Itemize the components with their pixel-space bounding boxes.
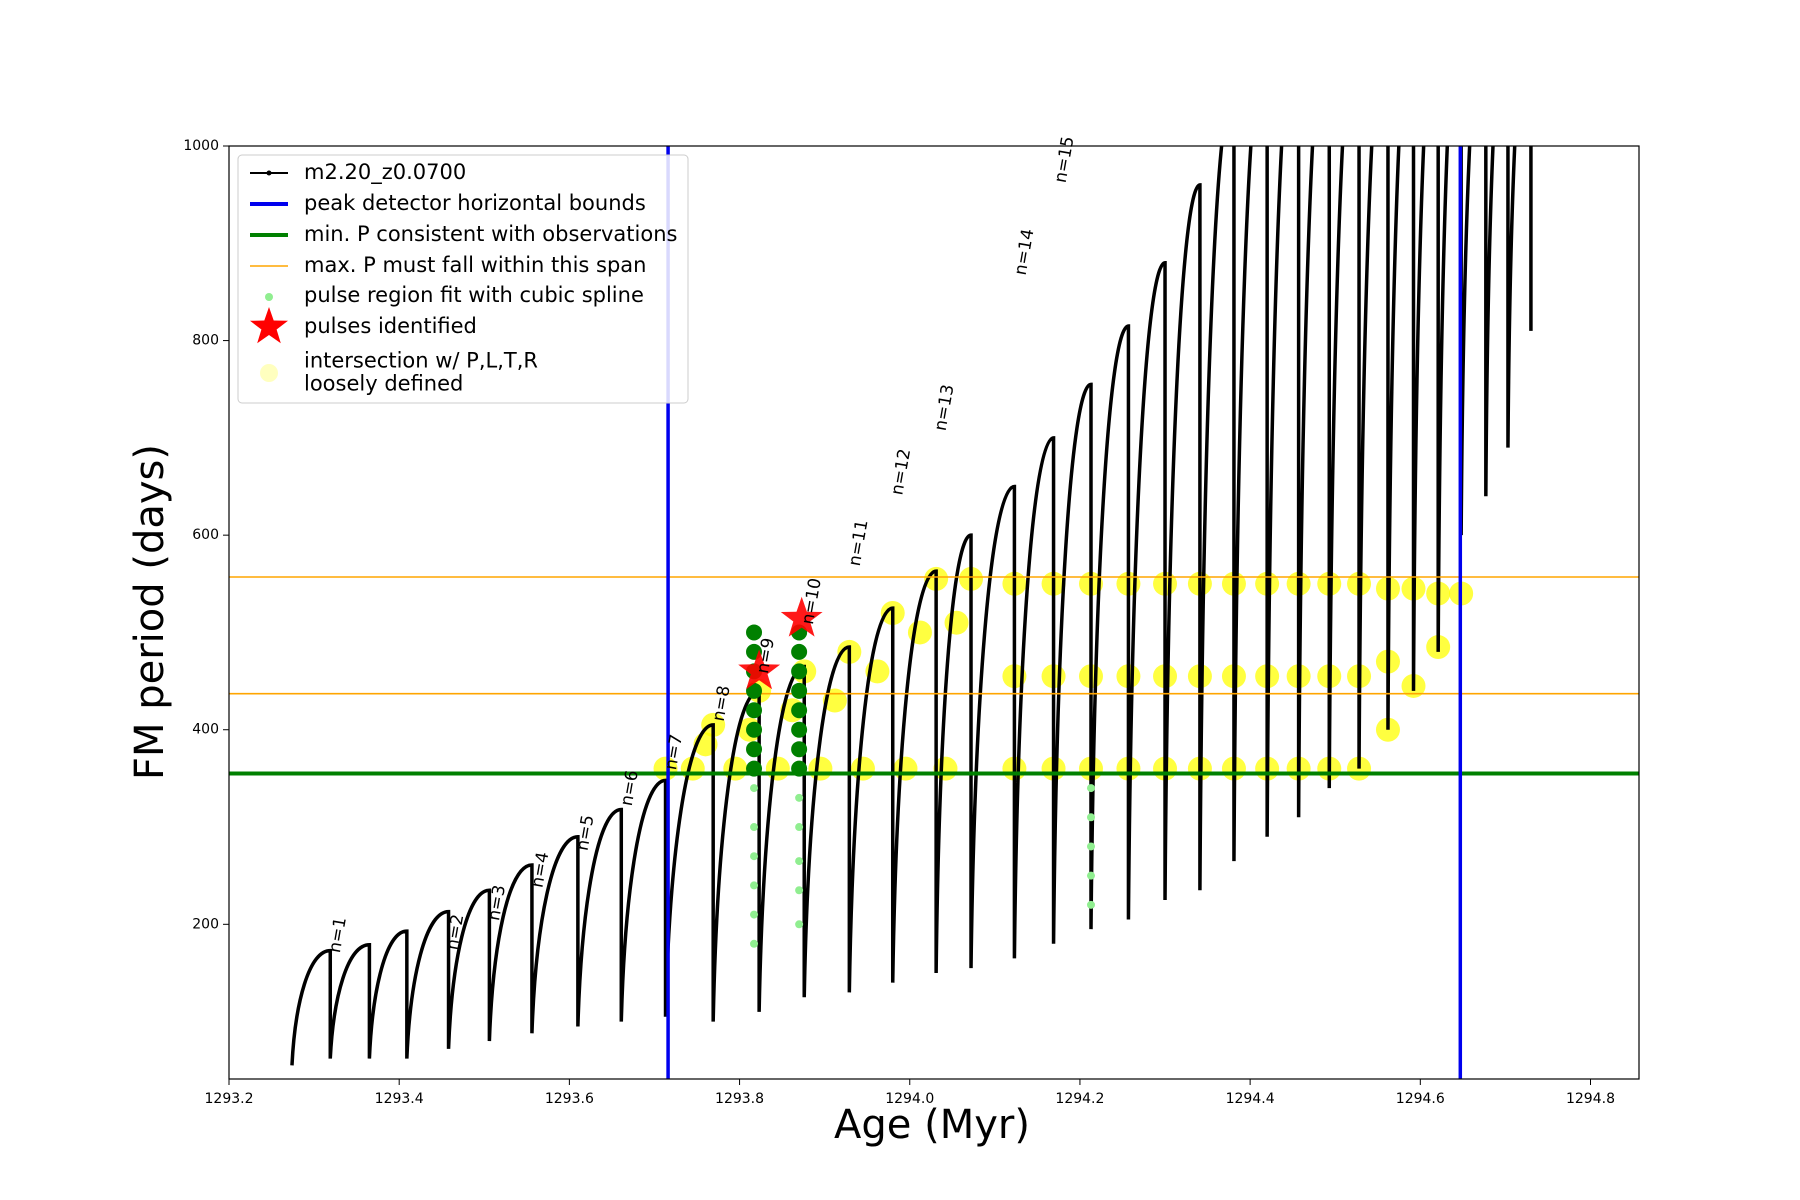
annotation: n=8 (709, 684, 735, 723)
intersection-point (944, 610, 969, 635)
x-tick-label: 1293.6 (545, 1091, 594, 1107)
intersection-point (765, 756, 790, 781)
fit-dark-point (791, 741, 808, 758)
fit-dark-point (746, 624, 763, 641)
fit-point (750, 910, 759, 919)
fit-point (1086, 784, 1095, 793)
x-tick-label: 1293.4 (375, 1091, 424, 1107)
fit-point (1086, 900, 1095, 909)
annotation: n=12 (887, 447, 915, 496)
y-tick-label: 400 (192, 722, 219, 738)
fit-point (750, 939, 759, 948)
x-tick-label: 1293.8 (715, 1091, 764, 1107)
x-tick-label: 1294.4 (1226, 1091, 1275, 1107)
fit-dark-point (791, 721, 808, 738)
legend-label: intersection w/ P,L,T,R loosely defined (304, 348, 538, 395)
fit-point (795, 857, 804, 866)
fit-point (795, 886, 804, 895)
x-tick-label: 1294.0 (885, 1091, 934, 1107)
legend-dot (265, 293, 273, 301)
y-axis-label: FM period (days) (127, 444, 173, 780)
pulse-star (780, 596, 823, 637)
x-tick-label: 1294.2 (1055, 1091, 1104, 1107)
annotation: n=1 (325, 916, 351, 955)
fit-dark-point (746, 760, 763, 777)
legend-box (237, 154, 689, 404)
fit-point (750, 823, 759, 832)
fit-dark-point (746, 721, 763, 738)
legend-dot (260, 364, 278, 382)
annotation: n=11 (845, 518, 873, 567)
intersection-point (723, 756, 748, 781)
annotation: n=14 (1011, 227, 1039, 276)
fit-dark-point (746, 682, 763, 699)
fit-point (750, 852, 759, 861)
legend-label: m2.20_z0.0700 (304, 160, 466, 185)
annotation: n=9 (753, 636, 779, 675)
intersection-point (850, 756, 875, 781)
fit-point (750, 881, 759, 890)
fit-point (795, 823, 804, 832)
fit-point (750, 784, 759, 793)
plot-frame (228, 145, 1640, 1080)
legend-label: min. P consistent with observations (304, 222, 677, 246)
legend-label: pulses identified (304, 314, 477, 338)
annotation: n=15 (1051, 135, 1079, 184)
x-tick-label: 1293.2 (205, 1091, 254, 1107)
fit-point (795, 920, 804, 929)
fit-point (1086, 813, 1095, 822)
fit-dark-point (791, 682, 808, 699)
x-tick-label: 1294.6 (1396, 1091, 1445, 1107)
legend-label: peak detector horizontal bounds (304, 191, 646, 215)
annotation: n=2 (442, 913, 468, 952)
fit-dark-point (791, 702, 808, 719)
legend-label: pulse region fit with cubic spline (304, 283, 644, 307)
pulse-star (738, 649, 781, 690)
intersection-point (808, 756, 833, 781)
annotation: n=5 (573, 813, 599, 852)
legend-dot (266, 170, 272, 176)
fit-dark-point (791, 760, 808, 777)
y-tick-label: 800 (192, 333, 219, 349)
fit-point (1086, 871, 1095, 880)
fit-point (1086, 842, 1095, 851)
annotation: n=10 (798, 577, 826, 626)
fit-dark-point (746, 702, 763, 719)
fit-point (795, 793, 804, 802)
x-axis-label: Age (Myr) (834, 1102, 1030, 1148)
plot-area (229, 146, 1639, 1079)
annotation: n=13 (931, 383, 959, 432)
fit-dark-point (746, 741, 763, 758)
intersection-point (893, 756, 918, 781)
legend-star (250, 307, 288, 344)
y-tick-label: 600 (192, 527, 219, 543)
x-tick-label: 1294.8 (1566, 1091, 1615, 1107)
legend-label: max. P must fall within this span (304, 253, 646, 277)
fit-dark-point (791, 663, 808, 680)
y-tick-label: 1000 (183, 138, 219, 154)
fit-dark-point (791, 643, 808, 660)
series-line (290, 146, 1533, 1066)
y-tick-label: 200 (192, 916, 219, 932)
